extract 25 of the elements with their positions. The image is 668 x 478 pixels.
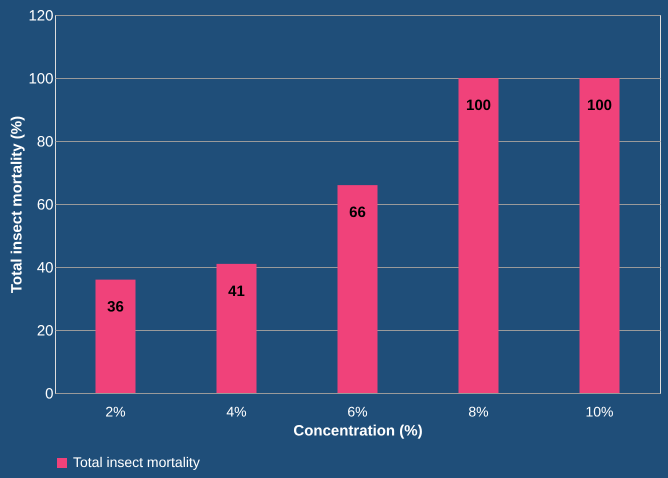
data-label: 36 [107,298,124,316]
x-axis-title: Concentration (%) [293,422,423,440]
data-label: 100 [466,97,492,114]
data-label: 100 [586,97,612,114]
y-tick-label: 80 [36,134,54,150]
y-tick-label: 100 [28,70,54,88]
x-tick-label: 4% [226,404,247,420]
x-tick-label: 2% [105,404,126,420]
y-tick-label: 60 [36,196,54,214]
data-label: 41 [228,282,245,300]
bar [338,185,378,393]
x-tick-label: 8% [468,404,489,420]
y-tick-label: 120 [28,8,54,24]
bar [458,78,498,393]
y-tick-label: 20 [36,322,54,340]
x-tick-label: 6% [347,404,368,420]
y-tick-label: 0 [45,386,54,402]
legend-label: Total insect mortality [73,454,200,470]
bar [216,264,256,393]
y-tick-label: 40 [36,260,54,276]
bar [96,280,136,393]
data-label: 66 [349,204,366,222]
x-tick-label: 10% [585,404,614,420]
bar [580,78,620,393]
y-axis-title: Total insect mortality (%) [8,116,26,294]
